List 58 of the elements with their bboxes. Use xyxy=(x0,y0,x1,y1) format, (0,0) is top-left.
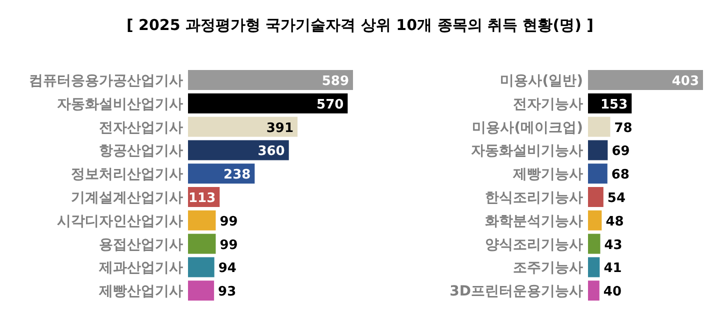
y-tick-label: 제빵산업기사 xyxy=(98,284,183,300)
bar xyxy=(188,70,353,90)
y-tick-label: 한식조리기능사 xyxy=(485,190,583,206)
data-label: 99 xyxy=(220,238,238,253)
bar xyxy=(188,280,214,301)
data-label: 238 xyxy=(224,168,251,183)
data-label: 78 xyxy=(614,120,632,136)
data-label: 40 xyxy=(603,284,622,300)
y-tick-label: 항공산업기사 xyxy=(99,143,183,160)
bar xyxy=(588,140,608,160)
bar xyxy=(588,210,602,230)
y-tick-label: 화학분석기능사 xyxy=(485,213,583,230)
y-tick-label: 시각디자인산업기사 xyxy=(57,213,183,230)
y-tick-label: 3D프린터운용기능사 xyxy=(450,284,583,300)
data-label: 94 xyxy=(218,261,236,276)
y-tick-label: 자동화설비산업기사 xyxy=(57,96,183,112)
bar xyxy=(188,140,289,160)
data-label: 69 xyxy=(612,144,630,160)
data-label: 391 xyxy=(266,120,294,136)
bar xyxy=(188,116,298,137)
bar xyxy=(188,210,216,230)
data-label: 570 xyxy=(316,97,344,112)
y-tick-label: 양식조리기능사 xyxy=(485,236,583,253)
data-label: 589 xyxy=(322,74,349,89)
y-tick-label: 조주기능사 xyxy=(513,260,583,276)
data-label: 153 xyxy=(600,97,628,112)
y-tick-label: 전자산업기사 xyxy=(99,120,183,136)
y-tick-label: 자동화설비기능사 xyxy=(471,143,583,160)
y-tick-label: 미용사(메이크업) xyxy=(472,120,583,136)
bar xyxy=(588,116,610,137)
y-tick-label: 기계설계산업기사 xyxy=(71,190,183,206)
chart-title: [ 2025 과정평가형 국가기술자격 상위 10개 종목의 취득 현황(명) ] xyxy=(126,16,594,34)
bar xyxy=(588,280,600,301)
data-label: 113 xyxy=(188,191,216,206)
bar xyxy=(188,257,214,278)
bar xyxy=(188,234,216,254)
data-label: 48 xyxy=(606,214,624,230)
bar xyxy=(588,234,600,254)
y-tick-label: 전자기능사 xyxy=(513,96,583,112)
bar xyxy=(188,93,348,114)
data-label: 68 xyxy=(611,168,630,183)
y-tick-label: 정보처리산업기사 xyxy=(71,166,183,183)
data-label: 54 xyxy=(607,191,626,206)
bar xyxy=(588,70,703,90)
data-label: 403 xyxy=(672,74,699,89)
bar xyxy=(588,187,604,207)
y-tick-label: 용접산업기사 xyxy=(99,236,183,253)
data-label: 93 xyxy=(218,284,236,300)
y-tick-label: 제빵기능사 xyxy=(512,166,583,183)
bar xyxy=(588,164,608,184)
y-tick-label: 제과산업기사 xyxy=(98,260,183,276)
data-label: 99 xyxy=(220,214,238,230)
bar xyxy=(588,257,600,278)
y-tick-label: 컴퓨터응용가공산업기사 xyxy=(29,73,183,89)
y-tick-label: 미용사(일반) xyxy=(500,73,583,89)
data-label: 41 xyxy=(604,261,622,276)
data-label: 43 xyxy=(604,238,622,253)
data-label: 360 xyxy=(258,144,285,160)
